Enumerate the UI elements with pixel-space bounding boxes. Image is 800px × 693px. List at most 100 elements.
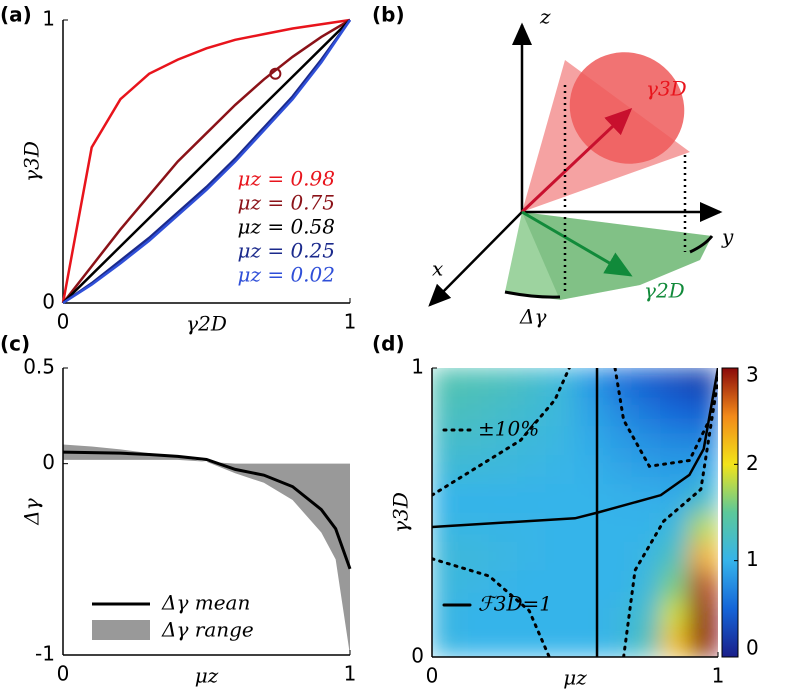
heat-cell bbox=[488, 512, 519, 542]
x-axis-label: μz bbox=[195, 664, 219, 688]
heat-cell bbox=[517, 368, 547, 398]
heat-cell bbox=[545, 598, 576, 629]
x-tick-label: 0 bbox=[426, 664, 439, 688]
arc bbox=[504, 290, 561, 299]
x-tick-label: 0 bbox=[57, 310, 70, 334]
series-line bbox=[62, 18, 351, 304]
heat-cell bbox=[631, 512, 662, 542]
heat-cell bbox=[460, 368, 490, 398]
heat-cell bbox=[603, 454, 633, 485]
heat-cell bbox=[660, 368, 690, 398]
heat-cell bbox=[545, 627, 576, 657]
heat-cell bbox=[660, 569, 690, 600]
x-tick-label: 1 bbox=[712, 664, 725, 688]
x-axis bbox=[428, 211, 523, 307]
heat-cell bbox=[545, 569, 576, 600]
legend-label: Δγ range bbox=[161, 618, 254, 642]
contour bbox=[432, 368, 718, 529]
colorbar-tick-label: 3 bbox=[746, 363, 759, 387]
cone-label: γ3D bbox=[646, 77, 687, 101]
heat-cell bbox=[517, 512, 547, 542]
legend-label: Δγ mean bbox=[161, 591, 250, 615]
series-line bbox=[62, 19, 351, 304]
heat-cell bbox=[488, 425, 519, 456]
heat-cell bbox=[545, 540, 576, 571]
heat-cell bbox=[688, 540, 718, 571]
heat-cell bbox=[660, 627, 690, 657]
series-line bbox=[61, 18, 351, 304]
heat-cell bbox=[432, 598, 462, 629]
heat-cell bbox=[574, 598, 605, 629]
heat-cell bbox=[545, 425, 576, 456]
heat-cell bbox=[460, 627, 490, 657]
contour bbox=[432, 368, 571, 497]
heat-cell bbox=[574, 396, 605, 427]
x-axis-label: γ2D bbox=[186, 312, 227, 336]
heat-cell bbox=[517, 396, 547, 427]
heat-cell bbox=[574, 483, 605, 513]
heat-cell bbox=[488, 483, 519, 513]
y-tick-label: 1 bbox=[411, 355, 424, 379]
axis-name: x bbox=[432, 257, 443, 281]
colorbar-tick-label: 2 bbox=[746, 451, 759, 475]
heat-cell bbox=[545, 368, 576, 398]
heat-cell bbox=[660, 598, 690, 629]
heat-cell bbox=[603, 569, 633, 600]
y-tick-label: 0 bbox=[411, 644, 424, 668]
heat-cell bbox=[545, 512, 576, 542]
heat-cell bbox=[488, 598, 519, 629]
heat-cell bbox=[574, 368, 605, 398]
heat-cell bbox=[432, 368, 462, 398]
legend-label: ℱ3D=1 bbox=[478, 592, 552, 616]
heat-cell bbox=[631, 598, 662, 629]
heat-cell bbox=[688, 627, 718, 657]
legend-label: μz = 0.98 bbox=[237, 167, 335, 191]
legend-label: ±10% bbox=[478, 417, 539, 441]
heat-cell bbox=[660, 425, 690, 456]
arrow-2d bbox=[521, 210, 633, 277]
heat-cell bbox=[574, 454, 605, 485]
series-line bbox=[62, 19, 352, 305]
arrow-3d bbox=[520, 107, 633, 214]
colorbar-tick-label: 0 bbox=[746, 636, 759, 660]
heat-cell bbox=[460, 483, 490, 513]
heat-cell bbox=[631, 368, 662, 398]
colorbar bbox=[721, 367, 739, 658]
heat-cell bbox=[545, 454, 576, 485]
heat-cell bbox=[631, 396, 662, 427]
y-tick-label: 1 bbox=[42, 7, 55, 31]
series-line bbox=[62, 19, 352, 305]
y-tick-label: -1 bbox=[35, 642, 55, 666]
heat-cell bbox=[688, 569, 718, 600]
heat-cell bbox=[603, 483, 633, 513]
heat-cell bbox=[660, 483, 690, 513]
x-axis-label: μz bbox=[563, 666, 587, 690]
heat-cell bbox=[460, 540, 490, 571]
legend-label: μz = 0.25 bbox=[237, 239, 335, 263]
panel-label: (d) bbox=[372, 332, 405, 356]
panel-label: (b) bbox=[372, 3, 405, 27]
heat-cell bbox=[574, 540, 605, 571]
diagram: (b) z y x γ3D γ2D Δγ bbox=[372, 3, 734, 329]
heat-cell bbox=[631, 540, 662, 571]
heat-cell bbox=[517, 483, 547, 513]
heat-cell bbox=[660, 512, 690, 542]
y-tick-label: 0.5 bbox=[23, 355, 55, 379]
contour bbox=[432, 557, 551, 657]
colorbar-tick-label: 1 bbox=[746, 547, 759, 571]
marker bbox=[269, 67, 282, 80]
heat-cell bbox=[660, 396, 690, 427]
y-axis-label: γ3D bbox=[20, 141, 44, 182]
heat-cell bbox=[574, 425, 605, 456]
axis-name: z bbox=[539, 5, 551, 29]
heat-cell bbox=[631, 627, 662, 657]
heat-cell bbox=[574, 569, 605, 600]
heat-cell bbox=[688, 512, 718, 542]
heat-cell bbox=[460, 425, 490, 456]
x-tick-label: 0 bbox=[57, 662, 70, 686]
heat-cell bbox=[488, 368, 519, 398]
arc bbox=[689, 235, 714, 254]
contour bbox=[622, 378, 718, 657]
heat-cell bbox=[460, 512, 490, 542]
